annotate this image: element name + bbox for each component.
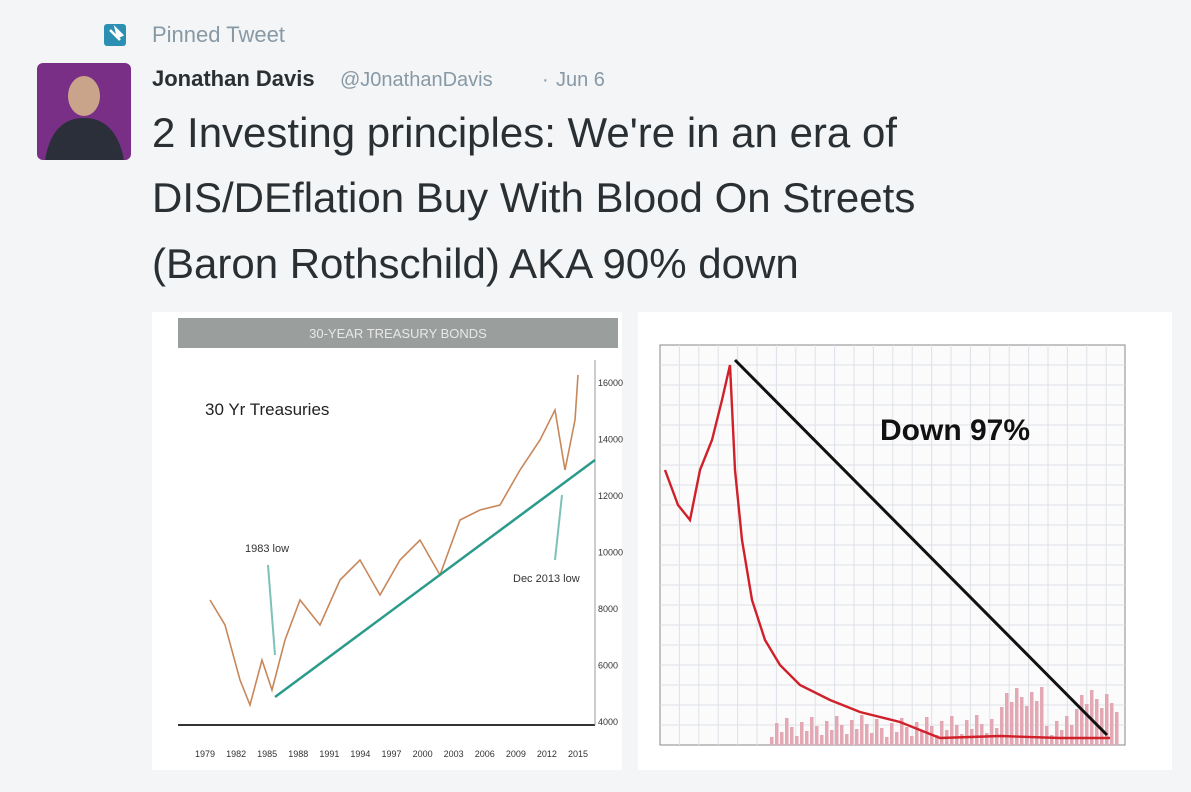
x-tick-label: 2003	[444, 749, 464, 759]
volume-bar	[845, 734, 849, 745]
volume-bar	[875, 719, 879, 745]
volume-bar	[890, 723, 894, 745]
volume-bar	[825, 721, 829, 745]
image-treasury[interactable]: 30-YEAR TREASURY BONDS 30 Yr Treasuries …	[152, 312, 623, 770]
pinned-label: Pinned Tweet	[152, 22, 285, 47]
volume-bar	[855, 729, 859, 745]
x-tick-label: 2012	[537, 749, 557, 759]
volume-bar	[1010, 702, 1014, 745]
x-tick-label: 2009	[506, 749, 526, 759]
volume-bar	[830, 730, 834, 745]
volume-bar	[1055, 721, 1059, 745]
author-name[interactable]: Jonathan Davis	[152, 66, 315, 91]
volume-bar	[1025, 706, 1029, 745]
volume-bar	[805, 731, 809, 745]
volume-bar	[785, 718, 789, 745]
image-title: 30-YEAR TREASURY BONDS	[309, 326, 487, 341]
volume-bar	[800, 722, 804, 745]
volume-bar	[880, 728, 884, 745]
volume-bar	[960, 734, 964, 745]
x-tick-label: 1979	[195, 749, 215, 759]
image-frame	[152, 312, 622, 770]
x-tick-label: 1988	[288, 749, 308, 759]
volume-bar	[795, 736, 799, 745]
volume-bar	[810, 717, 814, 745]
volume-bar	[990, 719, 994, 745]
volume-bar	[820, 735, 824, 745]
y-tick-label: 10000	[598, 548, 623, 558]
volume-bar	[985, 733, 989, 745]
volume-bar	[940, 721, 944, 745]
volume-bar	[1045, 726, 1049, 745]
x-tick-label: 2015	[568, 749, 588, 759]
volume-bar	[885, 737, 889, 745]
avatar-face	[68, 76, 100, 116]
volume-bar	[910, 736, 914, 745]
author-handle[interactable]: @J0nathanDavis	[340, 69, 493, 91]
tweet: Pinned Tweet Jonathan Davis @J0nathanDav…	[0, 0, 1191, 792]
chart-label: 30 Yr Treasuries	[205, 400, 329, 419]
volume-bar	[775, 723, 779, 745]
x-tick-label: 2000	[413, 749, 433, 759]
volume-bar	[975, 715, 979, 745]
volume-bar	[955, 725, 959, 745]
volume-bar	[950, 716, 954, 745]
volume-bar	[840, 725, 844, 745]
volume-bar	[815, 726, 819, 745]
y-tick-label: 16000	[598, 378, 623, 388]
y-tick-label: 12000	[598, 491, 623, 501]
volume-bar	[770, 737, 774, 745]
volume-bar	[850, 720, 854, 745]
x-tick-label: 1994	[350, 749, 370, 759]
y-tick-label: 6000	[598, 661, 618, 671]
tweet-date[interactable]: Jun 6	[556, 69, 605, 91]
volume-bar	[1070, 725, 1074, 745]
volume-bar	[920, 731, 924, 745]
volume-bar	[780, 732, 784, 745]
page: Pinned Tweet Jonathan Davis @J0nathanDav…	[0, 0, 1191, 792]
volume-bar	[915, 722, 919, 745]
volume-bar	[1065, 716, 1069, 745]
x-tick-label: 1997	[381, 749, 401, 759]
volume-bar	[895, 732, 899, 745]
volume-bar	[965, 720, 969, 745]
x-tick-label: 1982	[226, 749, 246, 759]
volume-bar	[1115, 712, 1119, 745]
y-tick-label: 14000	[598, 435, 623, 445]
volume-bar	[1110, 703, 1114, 745]
x-tick-label: 2006	[475, 749, 495, 759]
y-tick-label: 8000	[598, 604, 618, 614]
volume-bar	[980, 724, 984, 745]
image-natgas[interactable]: Down 97%	[638, 312, 1172, 770]
tweet-text: 2 Investing principles: We're in an era …	[152, 109, 897, 156]
y-tick-label: 4000	[598, 717, 618, 727]
x-tick-label: 1985	[257, 749, 277, 759]
volume-bar	[870, 733, 874, 745]
volume-bar	[790, 727, 794, 745]
volume-bar	[835, 716, 839, 745]
annotation: Down 97%	[880, 414, 1030, 447]
volume-bar	[860, 715, 864, 745]
volume-bar	[865, 724, 869, 745]
tweet-text: (Baron Rothschild) AKA 90% down	[152, 240, 799, 287]
volume-bar	[905, 727, 909, 745]
x-tick-label: 1991	[319, 749, 339, 759]
tweet-text: DIS/DEflation Buy With Blood On Streets	[152, 174, 915, 221]
volume-bar	[1075, 709, 1079, 745]
separator: ·	[542, 69, 549, 91]
annotation: Dec 2013 low	[513, 573, 580, 585]
volume-bar	[1000, 707, 1004, 745]
annotation: 1983 low	[245, 543, 289, 555]
